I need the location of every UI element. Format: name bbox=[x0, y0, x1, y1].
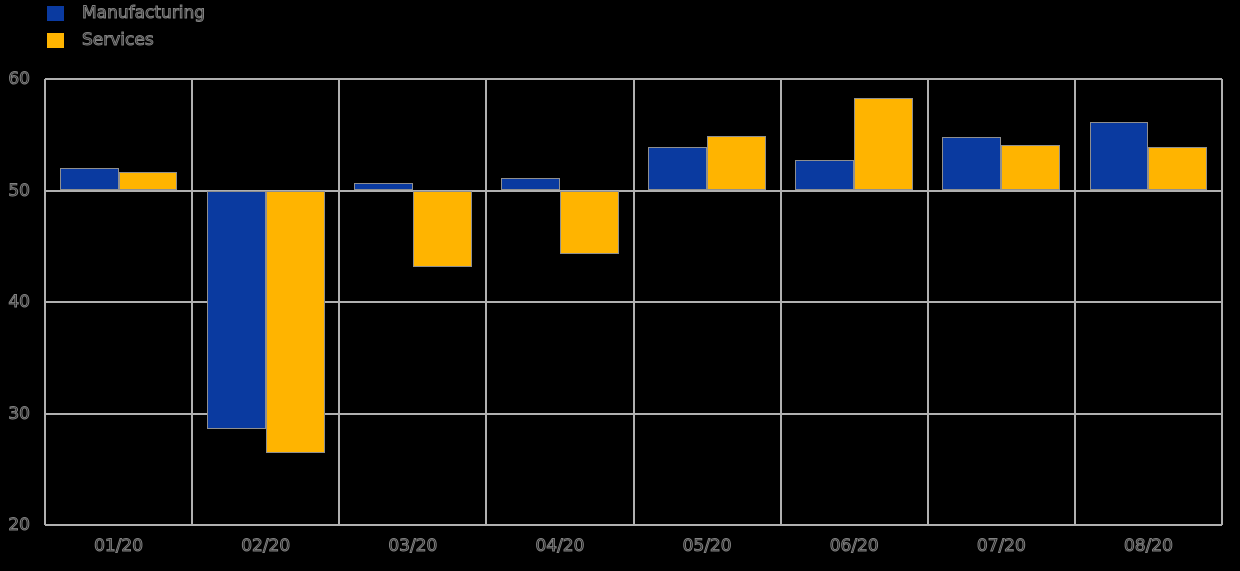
bar-manufacturing-05/20 bbox=[648, 147, 708, 191]
bar-manufacturing-01/20 bbox=[59, 168, 119, 191]
bar-manufacturing-08/20 bbox=[1089, 122, 1149, 191]
y-tick-label: 60 bbox=[8, 69, 31, 90]
bar-services-04/20 bbox=[559, 190, 619, 255]
gridline-vertical bbox=[779, 79, 782, 525]
plot-area bbox=[44, 78, 1223, 526]
x-tick-label: 05/20 bbox=[682, 536, 732, 557]
x-tick-label: 03/20 bbox=[388, 536, 438, 557]
bar-manufacturing-02/20 bbox=[206, 190, 266, 430]
bar-manufacturing-07/20 bbox=[942, 136, 1002, 191]
bar-services-02/20 bbox=[265, 190, 325, 453]
bar-manufacturing-06/20 bbox=[795, 160, 855, 191]
gridline-vertical bbox=[191, 79, 194, 525]
legend-label-manufacturing: Manufacturing bbox=[81, 3, 206, 23]
bar-services-08/20 bbox=[1148, 147, 1208, 191]
legend: Manufacturing Services bbox=[47, 3, 206, 60]
bar-manufacturing-04/20 bbox=[501, 178, 560, 191]
y-tick-label: 50 bbox=[8, 180, 31, 201]
legend-swatch-manufacturing bbox=[47, 6, 64, 21]
x-tick-label: 08/20 bbox=[1123, 536, 1173, 557]
bar-services-01/20 bbox=[118, 171, 178, 191]
x-tick-label: 04/20 bbox=[535, 536, 585, 557]
gridline-vertical bbox=[338, 79, 341, 525]
gridline-vertical bbox=[1073, 79, 1076, 525]
x-tick-label: 02/20 bbox=[241, 536, 291, 557]
y-tick-label: 40 bbox=[8, 292, 31, 313]
y-tick-label: 30 bbox=[8, 403, 31, 424]
legend-label-services: Services bbox=[82, 30, 155, 50]
gridline-vertical bbox=[1221, 79, 1223, 525]
gridline-vertical bbox=[926, 79, 929, 525]
gridline-vertical bbox=[632, 79, 635, 525]
bar-services-05/20 bbox=[707, 135, 766, 191]
bar-services-03/20 bbox=[412, 190, 472, 268]
legend-swatch-services bbox=[47, 33, 64, 48]
y-tick-label: 20 bbox=[8, 515, 31, 536]
x-tick-label: 01/20 bbox=[94, 536, 144, 557]
legend-item-manufacturing: Manufacturing bbox=[47, 3, 206, 23]
bar-services-06/20 bbox=[854, 97, 914, 191]
bar-services-07/20 bbox=[1001, 144, 1061, 191]
x-tick-label: 07/20 bbox=[976, 536, 1026, 557]
gridline-horizontal bbox=[45, 524, 1222, 526]
bar-manufacturing-03/20 bbox=[353, 182, 413, 191]
gridline-vertical bbox=[44, 79, 46, 525]
x-tick-label: 06/20 bbox=[829, 536, 879, 557]
gridline-vertical bbox=[485, 79, 488, 525]
legend-item-services: Services bbox=[47, 30, 205, 50]
